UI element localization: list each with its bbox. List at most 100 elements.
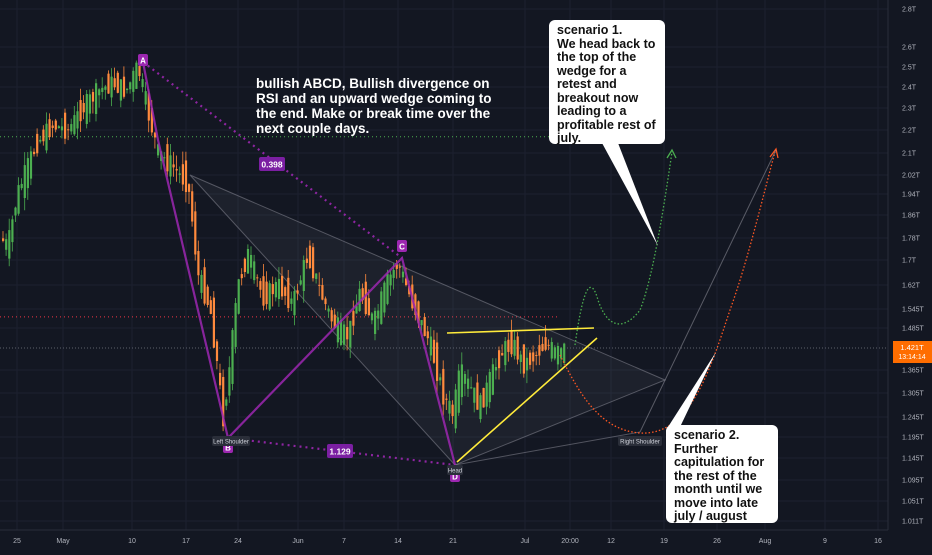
candle-body-70 <box>219 372 222 386</box>
candle-body-16 <box>51 125 54 128</box>
time-tick-label-6: 7 <box>342 538 346 545</box>
candle-body-114 <box>355 305 358 314</box>
candle-body-123 <box>383 282 386 313</box>
candle-body-0 <box>2 238 5 241</box>
candle-body-117 <box>364 281 367 315</box>
candle-body-49 <box>153 132 157 138</box>
structure-label-0: Left Shoulder <box>213 440 249 446</box>
candle-body-21 <box>67 129 70 131</box>
ratio-box-1 <box>327 444 353 458</box>
scenario-1-pointer <box>602 143 658 246</box>
candle-body-140 <box>436 342 439 381</box>
candle-body-167 <box>519 354 522 363</box>
price-tick-label-5: 2.2T <box>902 128 917 135</box>
candle-body-32 <box>101 87 104 92</box>
candle-body-147 <box>457 370 460 413</box>
candle-body-54 <box>169 155 172 177</box>
candle-body-106 <box>330 310 333 322</box>
price-tick-label-3: 2.4T <box>902 85 917 92</box>
candle-body-58 <box>181 164 184 185</box>
candle-body-141 <box>439 377 442 381</box>
candle-body-38 <box>119 79 122 101</box>
time-axis: 25 May 10 17 24 Jun 7 14 21 Jul 20:00 12 19 26 Aug 9 16 <box>0 529 932 550</box>
candles <box>2 60 566 434</box>
candle-body-57 <box>178 173 181 175</box>
candle-body-67 <box>209 300 212 314</box>
candle-body-25 <box>79 100 82 122</box>
analysis-note: bullish ABCD, Bullish divergence on RSI … <box>256 76 492 136</box>
bear-projection-path <box>559 151 776 434</box>
point-label-d: D <box>452 473 458 482</box>
candle-body-160 <box>498 350 501 369</box>
scenario1-line-2: the top of the <box>557 50 637 64</box>
candle-body-175 <box>544 337 547 350</box>
candle-body-144 <box>448 400 451 414</box>
candle-body-60 <box>188 184 191 192</box>
price-tick-label-18: 1.195T <box>902 435 925 442</box>
scenario2-line-5: move into late <box>674 495 759 510</box>
candle-body-101 <box>315 273 318 279</box>
price-tick-label-14: 1.485T <box>902 326 925 333</box>
candle-body-40 <box>126 88 129 91</box>
time-tick-label-8: 21 <box>449 538 457 545</box>
candle-body-120 <box>374 310 377 334</box>
candle-body-8 <box>26 158 29 189</box>
candle-body-86 <box>268 283 271 310</box>
price-tick-label-8: 1.94T <box>902 192 921 199</box>
time-tick-label-5: Jun <box>292 538 303 545</box>
candle-body-111 <box>346 327 349 340</box>
scenario1-line-0: scenario 1. <box>557 23 623 37</box>
candle-body-105 <box>327 308 330 312</box>
structure-box-2 <box>618 436 662 446</box>
scenario1-line-5: breakout now <box>557 90 639 105</box>
time-tick-label-13: 26 <box>713 538 721 545</box>
candle-body-31 <box>98 89 101 96</box>
time-tick-label-3: 17 <box>182 538 190 545</box>
price-tick-label-7: 2.02T <box>902 173 921 180</box>
candle-body-149 <box>463 374 467 384</box>
candle-body-52 <box>163 157 166 159</box>
scenario2-line-1: Further <box>674 441 718 456</box>
price-tick-label-20: 1.095T <box>902 478 925 485</box>
candle-body-3 <box>11 219 14 243</box>
candle-body-43 <box>135 62 138 89</box>
price-tick-label-13: 1.545T <box>902 307 925 314</box>
candle-body-4 <box>14 207 17 216</box>
candle-body-79 <box>246 248 250 274</box>
price-tick-label-0: 2.8T <box>902 7 917 14</box>
candle-body-76 <box>237 279 240 314</box>
candle-body-109 <box>339 320 343 345</box>
candle-body-42 <box>132 70 135 92</box>
candle-body-129 <box>401 271 405 278</box>
time-tick-label-11: 12 <box>607 538 615 545</box>
time-tick-label-9: Jul <box>521 538 530 545</box>
candle-body-137 <box>426 331 429 339</box>
candle-body-87 <box>271 284 274 295</box>
ratio-label-0: 0.398 <box>261 160 283 170</box>
scenario2-line-6: july / august <box>674 509 747 523</box>
candle-body-177 <box>550 342 553 359</box>
scenario-1-callout: scenario 1. We head back to the top of the… <box>549 20 665 145</box>
candle-body-7 <box>23 165 26 199</box>
scenario2-line-0: scenario 2. <box>674 428 740 442</box>
bull-projection-path <box>574 151 673 346</box>
candle-body-12 <box>39 139 42 142</box>
price-axis-bg <box>888 0 932 530</box>
candle-body-143 <box>445 398 448 400</box>
candle-body-181 <box>563 343 566 363</box>
candle-body-126 <box>392 269 395 278</box>
current-price-label: 1.421T <box>900 343 924 352</box>
candle-body-37 <box>116 72 119 93</box>
point-label-a: A <box>140 57 146 66</box>
point-box-2 <box>397 240 407 252</box>
price-countdown-label: 13:14:14 <box>898 354 925 361</box>
candle-body-107 <box>333 314 336 329</box>
point-label-b: B <box>225 444 231 453</box>
price-tick-label-15: 1.365T <box>902 368 925 375</box>
candle-body-97 <box>302 260 305 291</box>
candle-body-168 <box>522 344 525 374</box>
price-tick-label-4: 2.3T <box>902 106 917 113</box>
ratio-label-1: 1.129 <box>329 447 351 457</box>
candle-body-166 <box>516 336 519 360</box>
